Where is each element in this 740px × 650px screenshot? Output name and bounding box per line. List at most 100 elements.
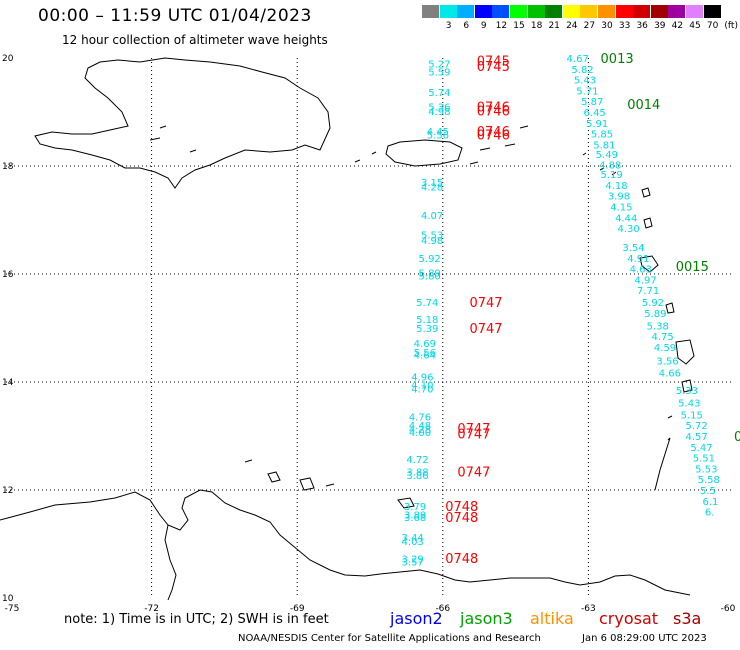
mission-name: jason3 (460, 609, 513, 628)
legend-label: 70 (706, 21, 719, 31)
longitude-label: -63 (581, 604, 596, 614)
pass-time-label: 0013 (601, 52, 634, 67)
wave-height-value: 3.54 (622, 243, 644, 254)
wave-height-value: 5.38 (647, 321, 669, 332)
hispaniola-coast (34, 57, 331, 189)
legend-label: 30 (601, 21, 613, 31)
legend-label: 21 (548, 21, 560, 31)
wave-height-value: 5.87 (581, 97, 603, 108)
generation-timestamp: Jan 6 08:29:00 UTC 2023 (582, 633, 707, 644)
wave-height-value: 4.45 (427, 127, 449, 138)
wave-height-value: 5.59 (428, 68, 450, 79)
legend-label: 36 (636, 21, 648, 31)
wave-height-value: 5.19 (601, 170, 623, 181)
wave-height-value: 5.89 (644, 309, 666, 320)
wave-height-value: 7.71 (637, 286, 659, 297)
wave-height-value: 5.91 (586, 119, 608, 130)
legend-label: 15 (513, 21, 525, 31)
pass-time-label: 0747 (457, 422, 490, 437)
wave-height-value: 6.45 (584, 108, 606, 119)
legend-label: 39 (654, 21, 666, 31)
legend-swatch (562, 5, 580, 18)
pass-time-label: 0746 (477, 125, 510, 140)
mission-name: cryosat (599, 609, 659, 628)
credit-line: NOAA/NESDIS Center for Satellite Applica… (238, 633, 541, 644)
wave-height-value: 4.98 (428, 107, 450, 118)
wave-height-value: 4.63 (630, 265, 652, 276)
wave-height-value: 4.66 (659, 368, 681, 379)
pass-time-label: 0 (734, 430, 740, 445)
wave-height-value: 5.53 (421, 231, 443, 242)
legend-label: 45 (689, 21, 701, 31)
wave-height-value: 5.56 (427, 131, 449, 142)
wave-height-value: 4.03 (402, 537, 424, 548)
wave-height-value: 3.57 (402, 557, 424, 568)
lesser-antilles-coast (582, 152, 695, 491)
wave-height-value: 4.15 (610, 203, 632, 214)
wave-height-value: 5.71 (576, 86, 598, 97)
wave-height-value: 5.92 (419, 254, 441, 265)
legend-label: 9 (480, 21, 487, 31)
wave-height-value: 4.18 (605, 181, 627, 192)
map-title: 00:00 – 11:59 UTC 01/04/2023 (38, 6, 312, 26)
wave-height-value: 4.57 (685, 432, 707, 443)
puerto-rico-coast (385, 139, 463, 167)
legend-swatch (474, 5, 492, 18)
legend-swatch (615, 5, 633, 18)
pass-time-label: 0748 (445, 552, 478, 567)
legend-swatch (422, 5, 439, 18)
wave-height-value: 4.96 (411, 373, 433, 384)
wave-height-value: 3.56 (656, 356, 678, 367)
wave-height-value: 4.00 (409, 428, 431, 439)
latitude-label: 16 (2, 270, 14, 280)
longitude-label: -75 (5, 604, 20, 614)
wave-height-value: 4.10 (411, 381, 433, 392)
wave-height-value: 4.76 (409, 413, 431, 424)
mission-name: jason2 (390, 609, 443, 628)
latitude-label: 20 (2, 54, 14, 64)
wave-height-value: 5.47 (690, 443, 712, 454)
map-subtitle: 12 hour collection of altimeter wave hei… (62, 33, 328, 47)
pass-time-label: 0746 (477, 101, 510, 116)
wave-height-value: 4.07 (421, 211, 443, 222)
pass-time-label: 0747 (469, 296, 502, 311)
latitude-label: 12 (2, 486, 13, 496)
wave-height-value: 5.27 (428, 59, 450, 70)
longitude-label: -72 (144, 604, 159, 614)
wave-height-value: 5.80 (419, 272, 441, 283)
wave-height-value: 3.89 (404, 510, 426, 521)
mission-name: altika (530, 609, 574, 628)
wave-height-value: 5.43 (574, 76, 596, 87)
wave-height-value: 4.28 (409, 425, 431, 436)
wave-height-value: 3.79 (404, 502, 426, 513)
wave-height-value: 5.5 (700, 486, 716, 497)
altimeter-track-points: 5.275.595.745.364.984.455.563.154.284.07… (402, 54, 720, 568)
wave-height-value: 4.70 (411, 384, 433, 395)
wave-height-value: 4.69 (414, 339, 436, 350)
legend-swatch (545, 5, 563, 18)
wave-height-value: 5.36 (428, 103, 450, 114)
longitude-label: -60 (721, 604, 736, 614)
legend-swatch (580, 5, 598, 18)
wave-height-value: 5.56 (414, 348, 436, 359)
wave-height-value: 4.44 (615, 213, 637, 224)
latitude-label: 10 (2, 594, 14, 604)
wave-height-value: 3.68 (404, 513, 426, 524)
wave-height-value: 4.88 (599, 160, 621, 171)
wave-height-value: 5.43 (678, 399, 700, 410)
legend-label: 3 (445, 21, 452, 31)
legend-label: 6 (463, 21, 470, 31)
latitude-label: 18 (2, 162, 14, 172)
pass-time-label: 0748 (445, 500, 478, 515)
legend-swatch (439, 5, 457, 18)
legend-swatch (668, 5, 686, 18)
legend-swatch (598, 5, 615, 18)
wave-height-value: 4.97 (635, 275, 657, 286)
wave-height-value: 4.91 (627, 254, 649, 265)
wave-height-value: 5.15 (681, 410, 703, 421)
legend-swatch (686, 5, 703, 18)
wave-height-value: 5.81 (593, 140, 615, 151)
wave-height-value: 5.58 (698, 475, 720, 486)
legend-label: 24 (566, 21, 578, 31)
